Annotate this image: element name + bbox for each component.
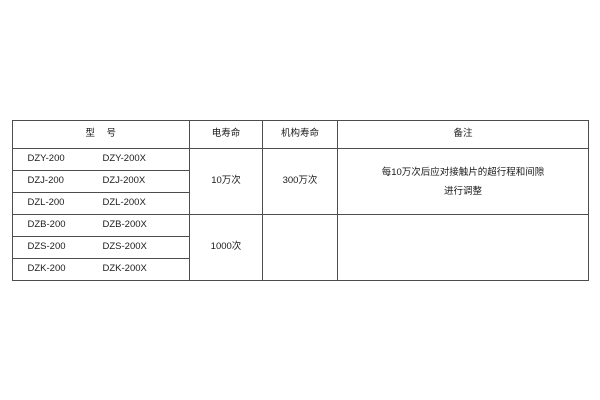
model-base: DZB-200 <box>27 219 66 231</box>
cell-model: DZS-200 DZS-200X <box>12 236 190 259</box>
specification-table-container: 型号 电寿命 机构寿命 备注 DZY-200 DZY-200X 10万次 300万… <box>12 120 589 281</box>
model-variant: DZL-200X <box>102 197 146 209</box>
model-variant: DZJ-200X <box>102 175 146 187</box>
cell-remarks-group-2 <box>337 214 589 281</box>
model-base: DZL-200 <box>27 197 65 209</box>
column-header-model-char-1: 型 <box>85 128 96 140</box>
model-base: DZY-200 <box>27 153 65 165</box>
model-base: DZK-200 <box>27 263 66 275</box>
model-base: DZS-200 <box>27 241 66 253</box>
cell-model: DZK-200 DZK-200X <box>12 258 190 281</box>
cell-model: DZY-200 DZY-200X <box>12 148 190 171</box>
remarks-line-2: 进行调整 <box>443 185 482 197</box>
column-header-mechanical-life: 机构寿命 <box>262 120 338 149</box>
model-base: DZJ-200 <box>27 175 64 187</box>
cell-remarks-group-1: 每10万次后应对接触片的超行程和间隙 进行调整 <box>337 148 589 215</box>
remarks-line-1: 每10万次后应对接触片的超行程和间隙 <box>381 166 545 178</box>
table-row: DZY-200 DZY-200X 10万次 300万次 每10万次后应对接触片的超… <box>12 148 589 215</box>
model-variant: DZY-200X <box>102 153 146 165</box>
table-row: DZB-200 DZB-200X 1000次 <box>12 214 589 281</box>
cell-mechanical-life-group-2 <box>262 214 338 281</box>
cell-electrical-life-group-1: 10万次 <box>189 148 263 215</box>
table-row: DZS-200 DZS-200X <box>12 236 589 259</box>
cell-model: DZJ-200 DZJ-200X <box>12 170 190 193</box>
model-variant: DZB-200X <box>102 219 147 231</box>
table-row: DZL-200 DZL-200X <box>12 192 589 215</box>
table-row: DZK-200 DZK-200X <box>12 258 589 281</box>
relay-lifespan-specification-table: 型号 电寿命 机构寿命 备注 DZY-200 DZY-200X 10万次 300万… <box>12 120 589 281</box>
column-header-model-char-2: 号 <box>106 128 117 140</box>
column-header-remarks: 备注 <box>337 120 589 149</box>
cell-mechanical-life-group-1: 300万次 <box>262 148 338 215</box>
cell-model: DZB-200 DZB-200X <box>12 214 190 237</box>
table-header-row: 型号 电寿命 机构寿命 备注 <box>12 120 589 149</box>
cell-electrical-life-group-2: 1000次 <box>189 214 263 281</box>
model-variant: DZK-200X <box>102 263 147 275</box>
cell-model: DZL-200 DZL-200X <box>12 192 190 215</box>
table-row: DZJ-200 DZJ-200X <box>12 170 589 193</box>
model-variant: DZS-200X <box>102 241 147 253</box>
column-header-electrical-life: 电寿命 <box>189 120 263 149</box>
column-header-model: 型号 <box>12 120 190 149</box>
